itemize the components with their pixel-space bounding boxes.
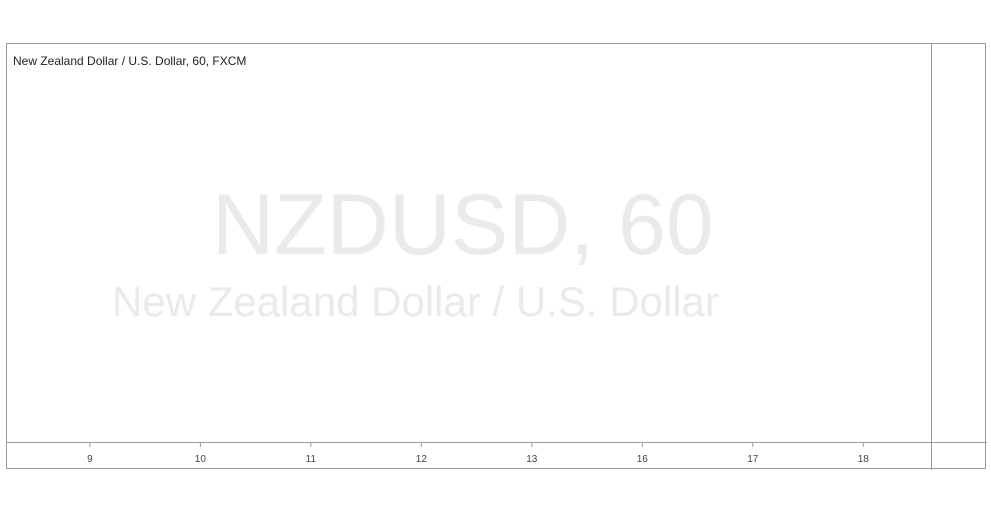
chart-title: New Zealand Dollar / U.S. Dollar, 60, FX… — [13, 54, 246, 68]
time-axis: 9 10 11 12 13 16 17 18 — [87, 442, 869, 465]
time-tick-label: 12 — [416, 454, 428, 465]
time-tick-label: 11 — [306, 454, 317, 465]
time-tick-label: 18 — [858, 454, 870, 465]
time-tick-label: 17 — [747, 454, 759, 465]
watermark-symbol: NZDUSD, 60 — [212, 177, 714, 273]
time-tick-label: 13 — [526, 454, 538, 465]
chart-svg[interactable]: NZDUSD, 60 New Zealand Dollar / U.S. Dol… — [7, 44, 987, 470]
watermark-name: New Zealand Dollar / U.S. Dollar — [112, 278, 719, 325]
time-tick-label: 10 — [195, 454, 207, 465]
time-tick-label: 9 — [87, 454, 93, 465]
time-tick-label: 16 — [637, 454, 649, 465]
chart-frame: NZDUSD, 60 New Zealand Dollar / U.S. Dol… — [6, 43, 987, 470]
